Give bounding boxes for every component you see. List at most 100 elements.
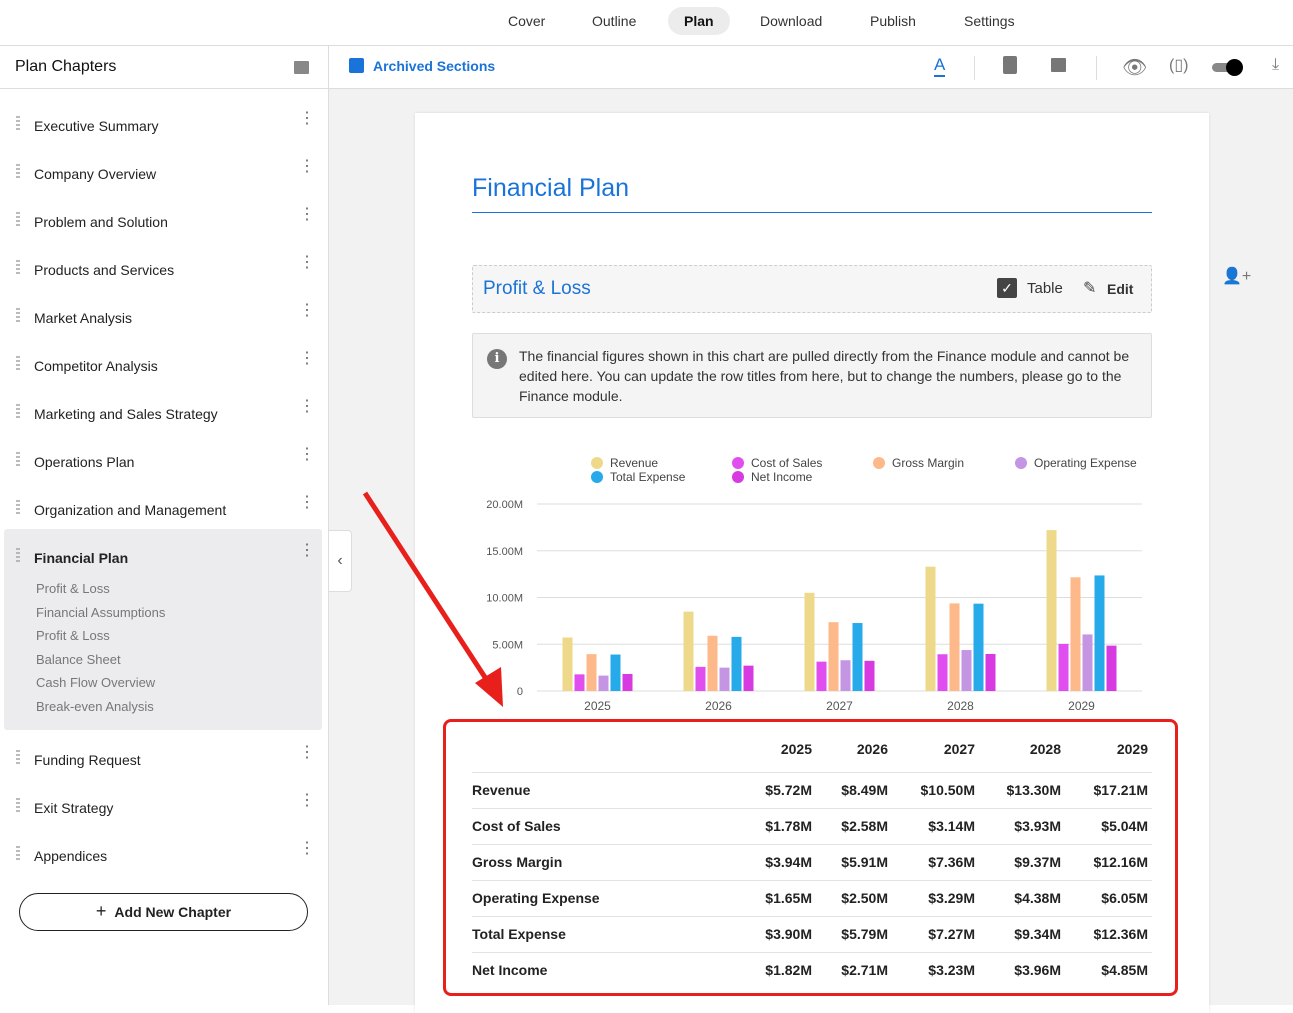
row-title[interactable]: Cost of Sales xyxy=(472,818,561,834)
drag-handle-icon[interactable] xyxy=(16,164,20,178)
tab-outline[interactable]: Outline xyxy=(592,13,637,29)
row-title[interactable]: Net Income xyxy=(472,962,548,978)
bar-cost-of-sales[interactable] xyxy=(695,666,706,691)
bar-cost-of-sales[interactable] xyxy=(937,654,948,691)
sidebar-chapter[interactable]: Financial Plan ⋮ xyxy=(4,538,322,578)
bar-operating-expense[interactable] xyxy=(840,660,851,691)
drag-handle-icon[interactable] xyxy=(16,750,20,764)
sidebar-chapter[interactable]: Problem and Solution ⋮ xyxy=(4,202,322,242)
more-options-icon[interactable]: ⋮ xyxy=(299,110,315,127)
sidebar-chapter[interactable]: Funding Request ⋮ xyxy=(4,740,322,780)
bar-gross-margin[interactable] xyxy=(1070,577,1081,691)
bar-gross-margin[interactable] xyxy=(828,622,839,691)
sidebar-chapter[interactable]: Exit Strategy ⋮ xyxy=(4,788,322,828)
add-new-chapter-button[interactable]: + Add New Chapter xyxy=(19,893,308,931)
more-options-icon[interactable]: ⋮ xyxy=(299,302,315,319)
bar-net-income[interactable] xyxy=(864,660,875,691)
sidebar-chapter[interactable]: Products and Services ⋮ xyxy=(4,250,322,290)
drag-handle-icon[interactable] xyxy=(16,404,20,418)
tab-plan[interactable]: Plan xyxy=(668,7,730,35)
bar-cost-of-sales[interactable] xyxy=(816,661,827,691)
archived-sections-link[interactable]: Archived Sections xyxy=(373,58,496,74)
toggle-switch[interactable] xyxy=(1212,59,1243,76)
bar-total-expense[interactable] xyxy=(852,623,863,691)
more-options-icon[interactable]: ⋮ xyxy=(299,398,315,415)
table-checkbox[interactable]: ✓ xyxy=(997,278,1017,298)
tab-settings[interactable]: Settings xyxy=(964,13,1015,29)
sidebar-chapter[interactable]: Competitor Analysis ⋮ xyxy=(4,346,322,386)
section-title[interactable]: Profit & Loss xyxy=(483,278,591,299)
eye-icon[interactable]: 👁 xyxy=(1122,57,1148,79)
device-preview-icon[interactable]: (▯) xyxy=(1169,57,1189,74)
bar-total-expense[interactable] xyxy=(1094,575,1105,691)
drag-handle-icon[interactable] xyxy=(16,308,20,322)
bar-gross-margin[interactable] xyxy=(707,635,718,691)
more-options-icon[interactable]: ⋮ xyxy=(299,840,315,857)
row-title[interactable]: Operating Expense xyxy=(472,890,600,906)
more-options-icon[interactable]: ⋮ xyxy=(299,206,315,223)
sidebar-subsection[interactable]: Financial Assumptions xyxy=(36,604,166,620)
bar-operating-expense[interactable] xyxy=(598,675,609,691)
bar-revenue[interactable] xyxy=(804,592,815,691)
drag-handle-icon[interactable] xyxy=(16,798,20,812)
more-options-icon[interactable]: ⋮ xyxy=(299,254,315,271)
bar-net-income[interactable] xyxy=(622,673,633,691)
bar-gross-margin[interactable] xyxy=(586,654,597,691)
drag-handle-icon[interactable] xyxy=(16,212,20,226)
bar-net-income[interactable] xyxy=(1106,645,1117,691)
bar-gross-margin[interactable] xyxy=(949,603,960,691)
add-collaborator-icon[interactable]: 👤+ xyxy=(1222,268,1252,285)
bar-cost-of-sales[interactable] xyxy=(574,674,585,691)
bar-operating-expense[interactable] xyxy=(719,667,730,691)
sidebar-chapter[interactable]: Market Analysis ⋮ xyxy=(4,298,322,338)
bar-total-expense[interactable] xyxy=(973,603,984,691)
sidebar-subsection[interactable]: Balance Sheet xyxy=(36,651,121,667)
archive-icon[interactable] xyxy=(294,61,309,74)
tab-publish[interactable]: Publish xyxy=(870,13,916,29)
sidebar-chapter[interactable]: Marketing and Sales Strategy ⋮ xyxy=(4,394,322,434)
bar-operating-expense[interactable] xyxy=(961,650,972,691)
drag-handle-icon[interactable] xyxy=(16,500,20,514)
download-icon[interactable]: ⤓ xyxy=(1272,56,1280,73)
more-options-icon[interactable]: ⋮ xyxy=(299,494,315,511)
edit-button[interactable]: Edit xyxy=(1107,281,1134,297)
row-title[interactable]: Gross Margin xyxy=(472,854,563,870)
bar-total-expense[interactable] xyxy=(610,654,621,691)
drag-handle-icon[interactable] xyxy=(16,452,20,466)
more-options-icon[interactable]: ⋮ xyxy=(299,446,315,463)
bar-revenue[interactable] xyxy=(683,611,694,691)
sidebar-subsection[interactable]: Cash Flow Overview xyxy=(36,675,156,690)
bar-net-income[interactable] xyxy=(743,665,754,691)
comment-icon[interactable] xyxy=(1051,58,1066,72)
sidebar-chapter[interactable]: Organization and Management ⋮ xyxy=(4,490,322,530)
sidebar-chapter[interactable]: Appendices ⋮ xyxy=(4,836,322,876)
pencil-icon[interactable]: ✎ xyxy=(1083,280,1097,297)
bar-net-income[interactable] xyxy=(985,653,996,691)
more-options-icon[interactable]: ⋮ xyxy=(299,158,315,175)
bar-total-expense[interactable] xyxy=(731,636,742,691)
bar-cost-of-sales[interactable] xyxy=(1058,643,1069,691)
bar-revenue[interactable] xyxy=(562,637,573,691)
drag-handle-icon[interactable] xyxy=(16,548,20,562)
drag-handle-icon[interactable] xyxy=(16,116,20,130)
drag-handle-icon[interactable] xyxy=(16,356,20,370)
tab-cover[interactable]: Cover xyxy=(508,13,546,29)
sidebar-subsection[interactable]: Profit & Loss xyxy=(36,581,110,596)
more-options-icon[interactable]: ⋮ xyxy=(299,744,315,761)
sidebar-subsection[interactable]: Break-even Analysis xyxy=(36,698,154,714)
bar-operating-expense[interactable] xyxy=(1082,634,1093,691)
sidebar-chapter[interactable]: Operations Plan ⋮ xyxy=(4,442,322,482)
sidebar-chapter[interactable]: Executive Summary ⋮ xyxy=(4,106,322,146)
text-format-icon[interactable]: A xyxy=(934,55,946,77)
copy-icon[interactable] xyxy=(1003,56,1017,74)
sidebar-chapter[interactable]: Company Overview ⋮ xyxy=(4,154,322,194)
more-options-icon[interactable]: ⋮ xyxy=(299,792,315,809)
tab-download[interactable]: Download xyxy=(760,13,823,29)
drag-handle-icon[interactable] xyxy=(16,846,20,860)
row-title[interactable]: Revenue xyxy=(472,782,531,798)
more-options-icon[interactable]: ⋮ xyxy=(299,350,315,367)
bar-revenue[interactable] xyxy=(925,566,936,691)
row-title[interactable]: Total Expense xyxy=(472,926,566,942)
drag-handle-icon[interactable] xyxy=(16,260,20,274)
collapse-sidebar-button[interactable]: ‹ xyxy=(329,530,352,592)
